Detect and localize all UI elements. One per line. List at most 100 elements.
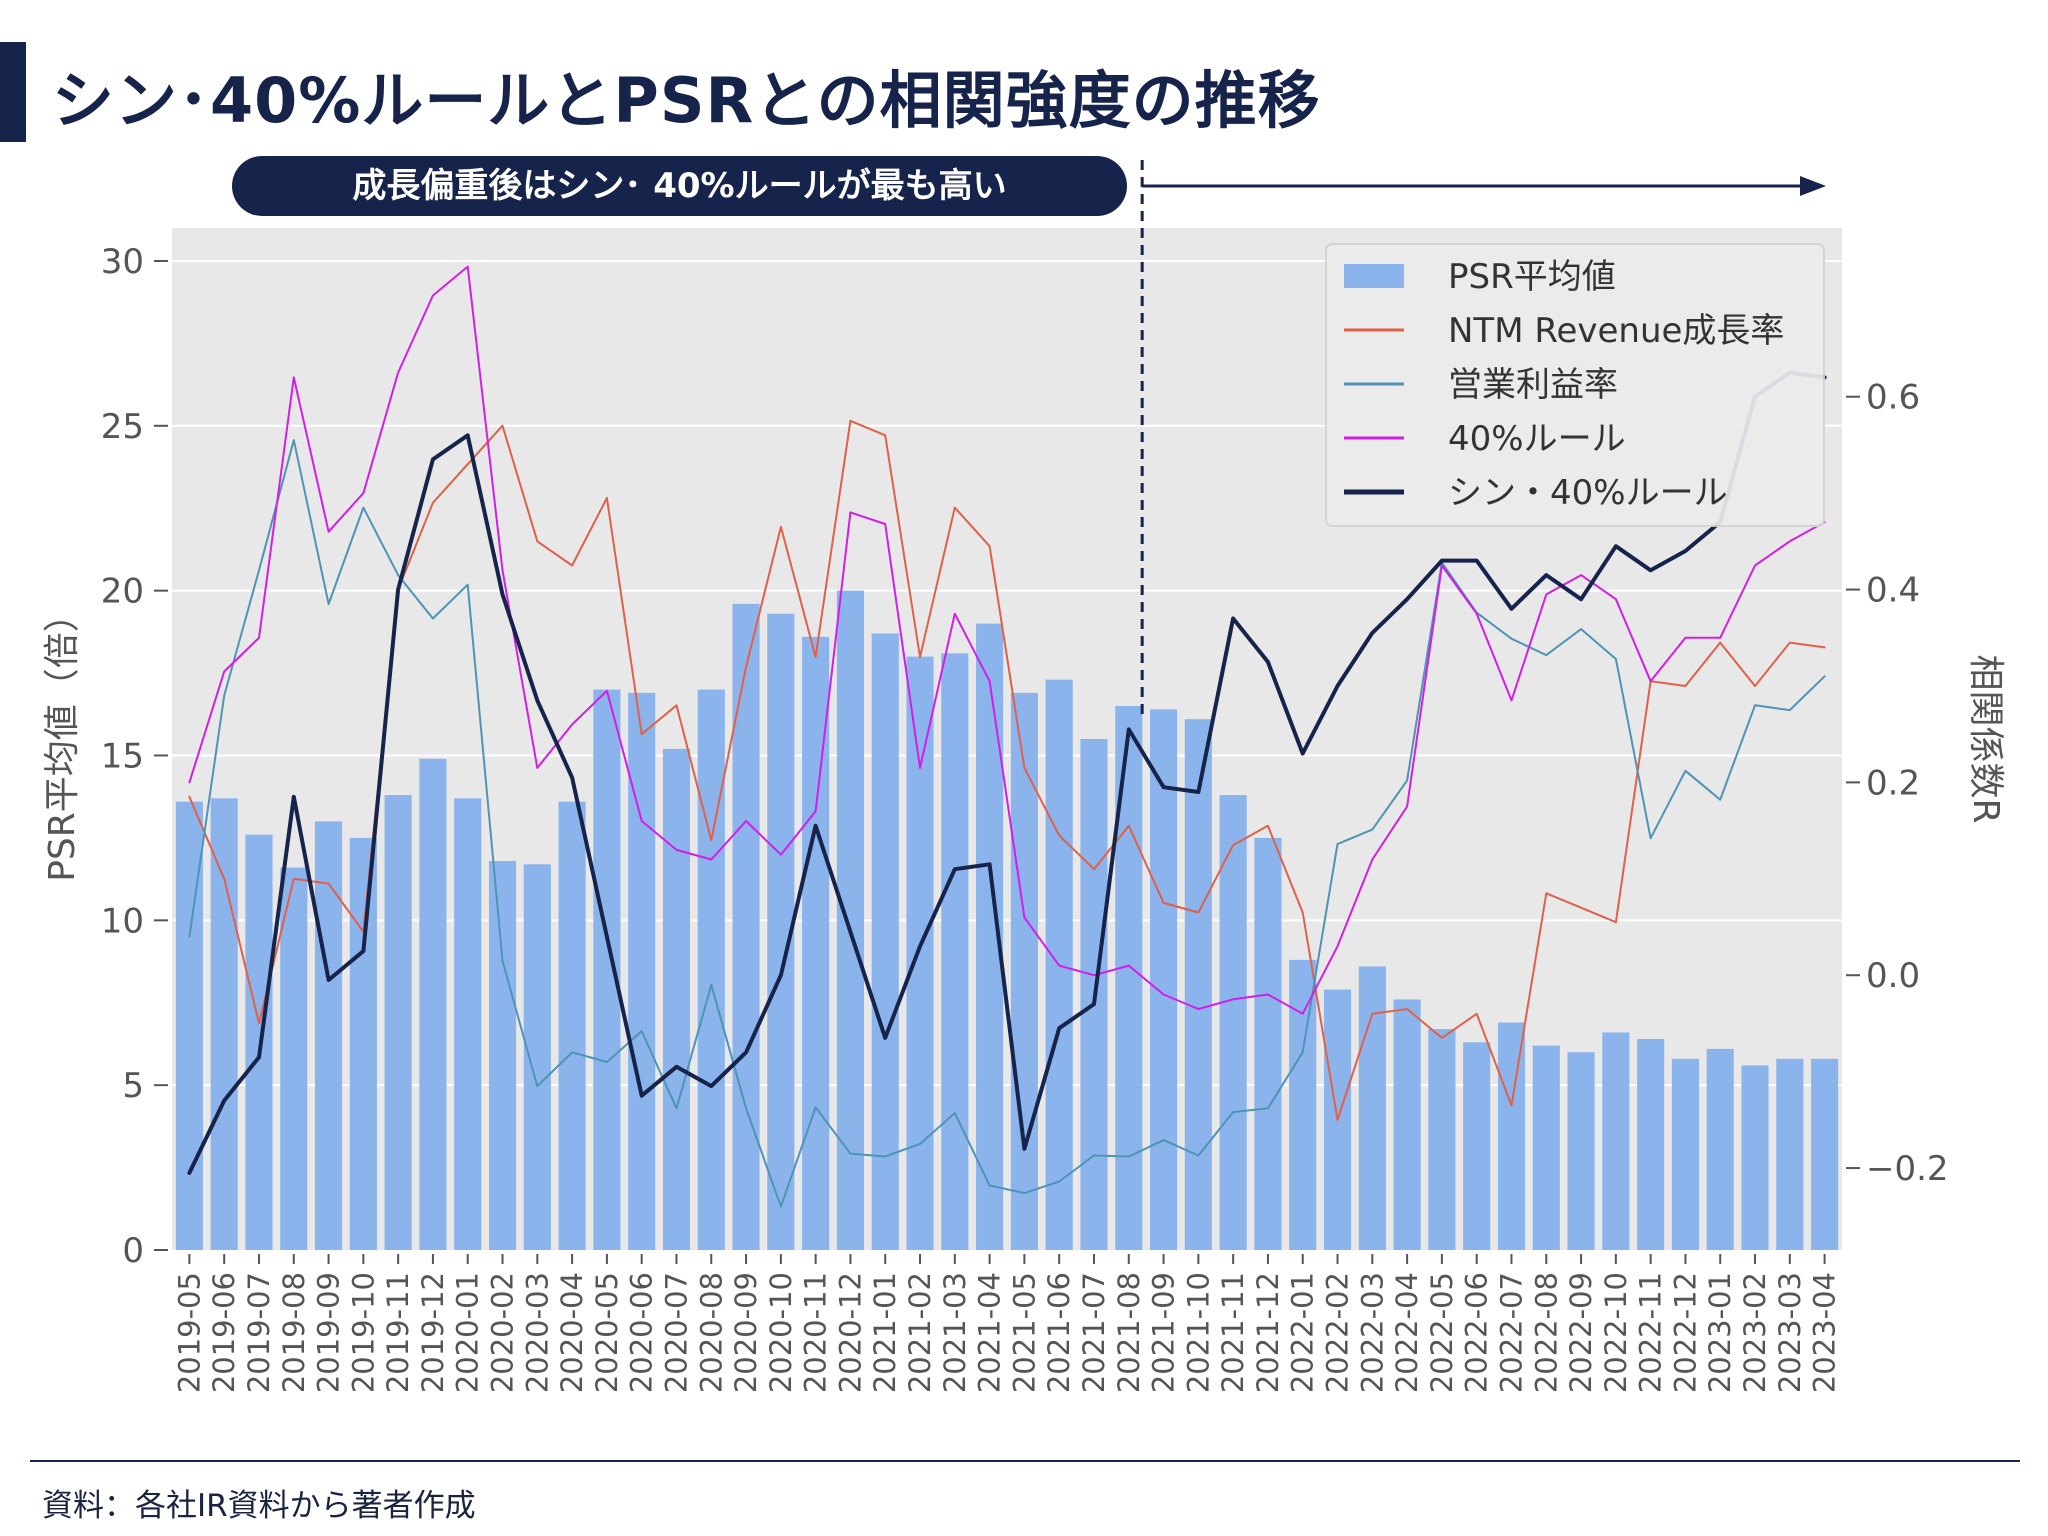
y-left-axis-label: PSR平均値（倍） bbox=[42, 596, 83, 882]
bar bbox=[1567, 1052, 1595, 1250]
x-tick-label: 2023-01 bbox=[1703, 1272, 1737, 1393]
bar bbox=[1671, 1058, 1700, 1250]
x-tick-label: 2020-07 bbox=[659, 1272, 693, 1393]
x-tick-label: 2022-12 bbox=[1668, 1272, 1702, 1393]
y-left-tick-label: 10 bbox=[101, 901, 144, 941]
bar bbox=[1358, 966, 1386, 1250]
bar bbox=[1010, 692, 1038, 1250]
bar bbox=[210, 798, 238, 1250]
y-right-axis-label: 相関係数R bbox=[1965, 654, 2006, 823]
x-tick-label: 2020-05 bbox=[590, 1272, 624, 1393]
series-line bbox=[188, 419, 1826, 1121]
bar bbox=[1706, 1048, 1734, 1250]
series-line bbox=[188, 265, 1826, 1015]
x-tick-label: 2021-02 bbox=[903, 1272, 937, 1393]
bar bbox=[1428, 1029, 1456, 1250]
bar bbox=[1532, 1045, 1560, 1250]
bar bbox=[523, 864, 551, 1250]
bar bbox=[836, 590, 865, 1250]
y-left-tick-label: 5 bbox=[122, 1066, 144, 1106]
title-accent-bar bbox=[0, 42, 26, 142]
y-left-tick-label: 0 bbox=[122, 1231, 144, 1271]
x-tick-label: 2021-06 bbox=[1042, 1272, 1076, 1393]
x-tick-label: 2020-11 bbox=[799, 1272, 833, 1393]
source-note: 資料：各社IR資料から著者作成 bbox=[42, 1488, 476, 1524]
y-right-tick-label: −0.2 bbox=[1866, 1149, 1949, 1189]
bar bbox=[697, 689, 725, 1250]
y-left-tick-label: 15 bbox=[101, 736, 144, 776]
x-tick-label: 2022-05 bbox=[1425, 1272, 1459, 1393]
series-line bbox=[188, 439, 1826, 1208]
x-tick-label: 2020-12 bbox=[833, 1272, 867, 1393]
bar bbox=[1115, 706, 1143, 1250]
x-tick-label: 2020-02 bbox=[486, 1272, 520, 1393]
y-right-tick-label: 0.4 bbox=[1866, 571, 1920, 611]
x-tick-label: 2021-04 bbox=[973, 1272, 1007, 1393]
bar bbox=[1776, 1058, 1804, 1250]
x-tick-label: 2022-01 bbox=[1286, 1272, 1320, 1393]
y-right-tick-label: 0.0 bbox=[1866, 956, 1920, 996]
x-tick-label: 2021-10 bbox=[1181, 1272, 1215, 1393]
x-tick-label: 2021-01 bbox=[868, 1272, 902, 1393]
x-tick-label: 2022-09 bbox=[1564, 1272, 1598, 1393]
x-tick-label: 2021-07 bbox=[1077, 1272, 1111, 1393]
bar bbox=[1637, 1039, 1665, 1250]
legend-label: NTM Revenue成長率 bbox=[1448, 311, 1784, 351]
legend-box bbox=[1325, 243, 1825, 527]
bar bbox=[1393, 999, 1421, 1250]
y-left-tick-label: 25 bbox=[101, 407, 144, 447]
x-tick-label: 2021-03 bbox=[938, 1272, 972, 1393]
x-tick-label: 2019-11 bbox=[381, 1272, 415, 1393]
bar bbox=[1811, 1058, 1839, 1250]
x-tick-label: 2019-09 bbox=[312, 1272, 346, 1393]
bar bbox=[732, 603, 760, 1250]
x-tick-label: 2019-10 bbox=[346, 1272, 380, 1393]
bar bbox=[628, 692, 656, 1250]
x-tick-label: 2021-09 bbox=[1147, 1272, 1181, 1393]
legend-label: 40%ルール bbox=[1448, 419, 1626, 459]
x-tick-label: 2022-11 bbox=[1634, 1272, 1668, 1393]
x-tick-label: 2020-10 bbox=[764, 1272, 798, 1393]
bar bbox=[1741, 1065, 1769, 1250]
y-left-tick-label: 30 bbox=[101, 242, 144, 282]
legend-swatch bbox=[1344, 264, 1404, 288]
bar bbox=[871, 633, 899, 1250]
x-tick-label: 2020-08 bbox=[694, 1272, 728, 1393]
x-tick-label: 2022-06 bbox=[1460, 1272, 1494, 1393]
bar-series-psr bbox=[175, 590, 1839, 1250]
legend-label: PSR平均値 bbox=[1448, 257, 1616, 297]
x-tick-label: 2019-06 bbox=[207, 1272, 241, 1393]
bar bbox=[454, 798, 482, 1250]
x-tick-label: 2019-08 bbox=[277, 1272, 311, 1393]
bar bbox=[1463, 1042, 1491, 1250]
bar bbox=[349, 837, 377, 1250]
bar bbox=[314, 821, 343, 1250]
arrow-head-icon bbox=[1800, 176, 1826, 196]
x-tick-label: 2020-06 bbox=[625, 1272, 659, 1393]
x-tick-label: 2022-04 bbox=[1390, 1272, 1424, 1393]
bar bbox=[1149, 709, 1178, 1250]
annotations bbox=[1140, 160, 1826, 720]
x-tick-label: 2021-11 bbox=[1216, 1272, 1250, 1393]
bar bbox=[1497, 1022, 1526, 1250]
series-line bbox=[187, 370, 1827, 1175]
x-tick-label: 2020-09 bbox=[729, 1272, 763, 1393]
bar bbox=[662, 748, 691, 1250]
x-tick-label: 2020-03 bbox=[520, 1272, 554, 1393]
x-tick-label: 2020-04 bbox=[555, 1272, 589, 1393]
y-right-tick-label: 0.2 bbox=[1866, 763, 1920, 803]
legend-label: シン・40%ルール bbox=[1448, 473, 1728, 513]
bar bbox=[1254, 837, 1282, 1250]
y-left-tick-label: 20 bbox=[101, 572, 144, 612]
x-tick-label: 2022-08 bbox=[1529, 1272, 1563, 1393]
x-tick-label: 2022-10 bbox=[1599, 1272, 1633, 1393]
bar bbox=[1219, 795, 1247, 1250]
x-tick-label: 2019-07 bbox=[242, 1272, 276, 1393]
page-title: シン･40%ルールとPSRとの相関強度の推移 bbox=[52, 64, 1321, 137]
bar bbox=[419, 758, 447, 1250]
x-tick-label: 2022-03 bbox=[1355, 1272, 1389, 1393]
bar bbox=[1289, 959, 1317, 1250]
x-tick-label: 2023-03 bbox=[1773, 1272, 1807, 1393]
